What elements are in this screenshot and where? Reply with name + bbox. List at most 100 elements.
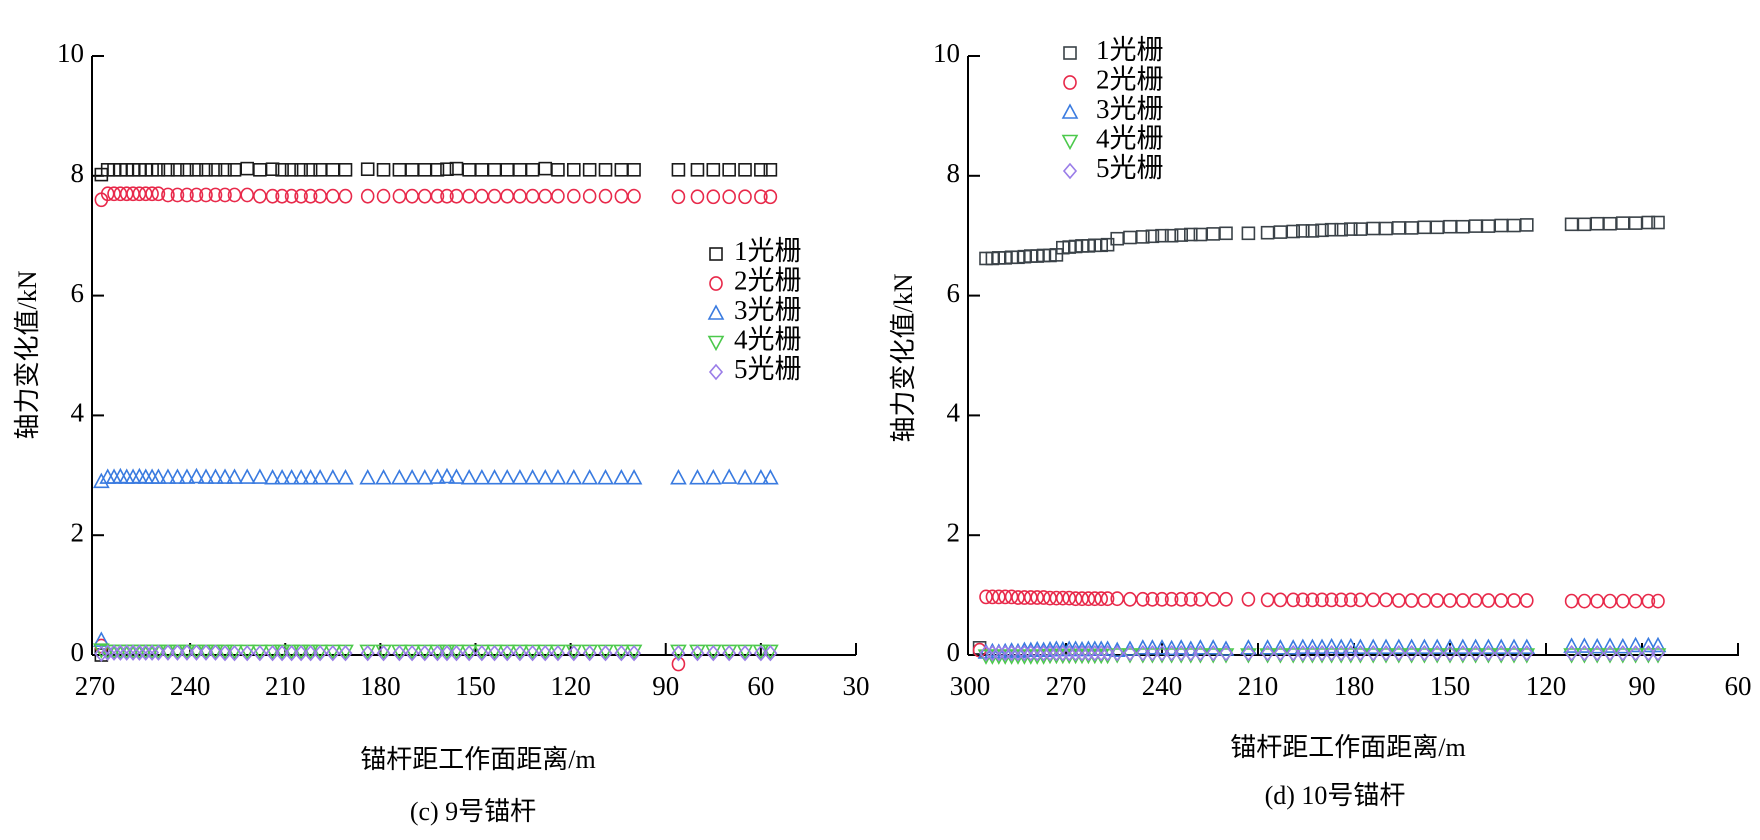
data-point	[1627, 636, 1644, 653]
data-point	[736, 469, 754, 485]
data-point	[1172, 639, 1190, 655]
data-point	[1030, 590, 1044, 605]
data-point	[1260, 225, 1275, 240]
data-point	[1286, 224, 1300, 239]
data-point	[722, 163, 736, 177]
data-point	[1206, 644, 1221, 662]
data-point	[240, 644, 255, 662]
data-point	[1650, 644, 1666, 662]
data-point	[462, 188, 476, 204]
data-point	[199, 163, 213, 177]
data-point	[161, 163, 175, 177]
legend-marker-diamond	[708, 363, 724, 381]
data-point	[473, 469, 491, 485]
data-point	[1590, 216, 1604, 231]
data-point	[1588, 637, 1606, 654]
data-point	[359, 469, 377, 485]
data-point	[448, 468, 465, 484]
data-point	[1651, 215, 1665, 230]
data-point	[1110, 644, 1125, 662]
data-point	[1315, 223, 1329, 238]
data-point	[762, 469, 779, 485]
data-point	[151, 644, 166, 661]
data-point	[119, 644, 134, 661]
data-point	[216, 468, 234, 484]
data-point	[1023, 644, 1038, 662]
data-point	[1260, 592, 1275, 608]
data-point	[376, 644, 391, 662]
data-point	[1193, 644, 1208, 662]
data-point	[1004, 589, 1019, 605]
data-point	[1641, 644, 1656, 662]
data-point	[704, 469, 722, 485]
data-point	[1305, 224, 1320, 238]
legend-marker-triangle-up	[707, 304, 725, 320]
y-axis-label: 轴力变化值/kN	[13, 270, 42, 439]
data-point	[253, 188, 267, 204]
y-tick-label: 8	[947, 158, 961, 188]
data-point	[1520, 218, 1534, 232]
data-point	[1323, 637, 1340, 654]
data-point	[338, 163, 353, 177]
data-point	[500, 644, 515, 662]
legend-item: 4光栅	[707, 325, 802, 355]
data-point	[392, 163, 407, 177]
data-point	[405, 644, 420, 662]
data-point	[486, 469, 503, 485]
data-point	[706, 644, 721, 662]
legend-item: 3光栅	[1061, 94, 1164, 124]
data-point	[1641, 593, 1656, 609]
x-tick-label: 90	[1629, 671, 1656, 701]
data-point	[151, 186, 166, 202]
data-point	[582, 188, 597, 204]
data-point	[199, 187, 213, 203]
data-point	[1110, 591, 1124, 607]
x-axis-label: 锚杆距工作面距离/m	[360, 745, 595, 774]
data-point	[978, 644, 994, 662]
data-point	[189, 644, 204, 661]
data-point	[1030, 644, 1045, 662]
data-point	[1074, 644, 1090, 662]
data-point	[1305, 644, 1320, 662]
data-point	[1272, 639, 1289, 655]
data-point	[1468, 593, 1483, 608]
data-point	[208, 163, 223, 177]
data-point	[208, 187, 223, 203]
data-point	[737, 644, 753, 662]
legend-marker-circle	[709, 276, 723, 291]
data-point	[513, 188, 527, 204]
data-point	[1036, 590, 1051, 605]
data-point	[1564, 593, 1579, 609]
data-point	[294, 188, 308, 204]
data-point	[1324, 644, 1339, 662]
data-point	[525, 163, 540, 177]
data-point	[1505, 638, 1523, 655]
data-point	[582, 644, 597, 662]
data-point	[1305, 592, 1320, 608]
data-point	[1145, 591, 1160, 607]
data-point	[1036, 644, 1051, 662]
data-point	[475, 163, 489, 177]
x-tick-label: 240	[1142, 671, 1183, 701]
data-point	[538, 644, 553, 662]
data-point	[498, 469, 516, 485]
data-point	[1590, 593, 1604, 609]
data-point	[240, 161, 254, 176]
data-point	[125, 644, 141, 661]
legend-label: 2光栅	[734, 266, 802, 296]
legend-marker-square	[709, 247, 723, 261]
data-point	[1219, 591, 1233, 607]
data-point	[1286, 644, 1301, 662]
data-point	[1377, 638, 1395, 655]
data-point	[376, 163, 391, 177]
data-point	[706, 163, 721, 177]
data-point	[253, 163, 267, 177]
data-point	[1100, 644, 1115, 662]
data-point	[1164, 591, 1179, 607]
data-point	[1366, 221, 1380, 236]
data-point	[1344, 222, 1358, 236]
data-point	[273, 469, 291, 485]
data-point	[752, 469, 770, 485]
data-point	[1164, 644, 1179, 662]
data-point	[1417, 220, 1432, 235]
